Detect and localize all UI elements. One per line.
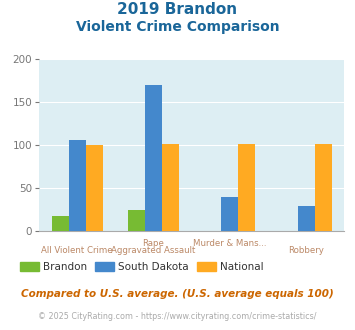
Bar — [145, 85, 162, 231]
Text: 2019 Brandon: 2019 Brandon — [118, 2, 237, 16]
Text: Murder & Mans...: Murder & Mans... — [193, 239, 267, 248]
Bar — [222, 197, 238, 231]
Text: Aggravated Assault: Aggravated Assault — [111, 246, 196, 255]
Text: Compared to U.S. average. (U.S. average equals 100): Compared to U.S. average. (U.S. average … — [21, 289, 334, 299]
Text: Robbery: Robbery — [288, 246, 324, 255]
Legend: Brandon, South Dakota, National: Brandon, South Dakota, National — [16, 258, 268, 276]
Bar — [238, 144, 255, 231]
Bar — [162, 144, 179, 231]
Text: Violent Crime Comparison: Violent Crime Comparison — [76, 20, 279, 34]
Bar — [86, 145, 103, 231]
Text: © 2025 CityRating.com - https://www.cityrating.com/crime-statistics/: © 2025 CityRating.com - https://www.city… — [38, 312, 317, 321]
Bar — [128, 211, 145, 231]
Text: All Violent Crime: All Violent Crime — [42, 246, 113, 255]
Bar — [298, 206, 315, 231]
Bar — [315, 144, 332, 231]
Text: Rape: Rape — [143, 239, 164, 248]
Bar — [52, 215, 69, 231]
Bar — [69, 140, 86, 231]
